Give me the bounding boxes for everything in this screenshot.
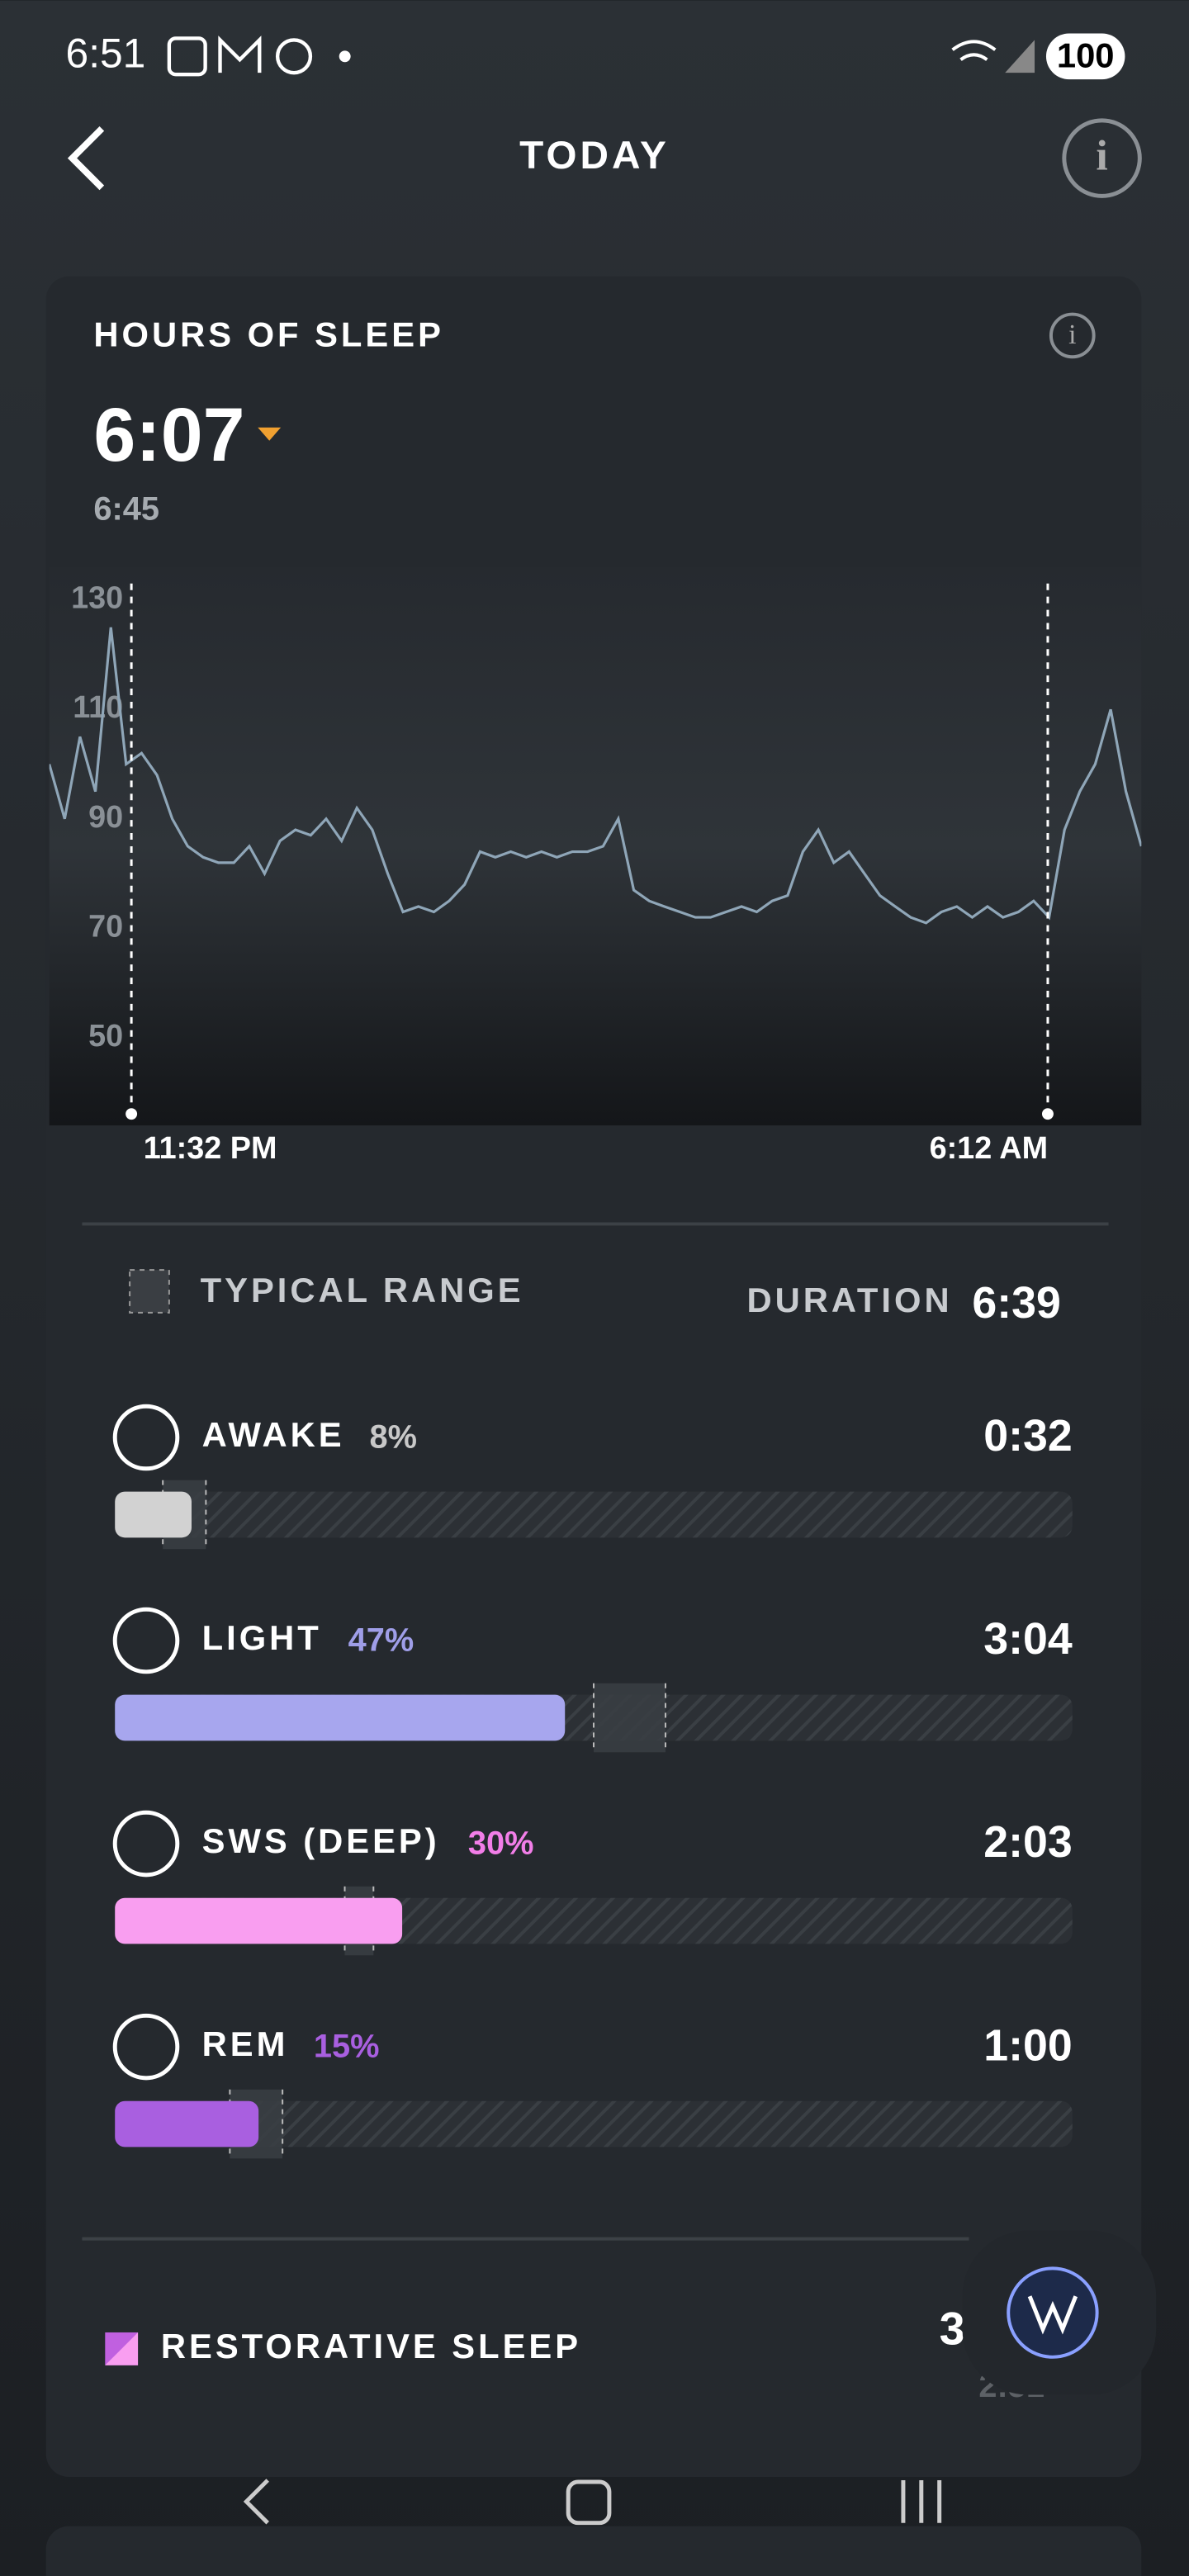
svg-text:i: i	[1068, 320, 1076, 350]
start-time: 11:32 PM	[144, 1131, 277, 1166]
wifi-icon	[951, 40, 997, 61]
stage-toggle[interactable]	[112, 1404, 180, 1471]
y-tick-label: 130	[71, 581, 123, 616]
stage-percent: 30%	[468, 1825, 534, 1862]
chart: 130 110 90 70 50	[49, 581, 1142, 1054]
stage-track	[115, 1491, 1073, 1538]
end-time: 6:12 AM	[930, 1131, 1048, 1166]
status-icons	[167, 36, 313, 77]
info-button[interactable]: i	[1062, 118, 1142, 198]
typical-hours: 6:45	[93, 491, 159, 528]
status-time: 6:51	[66, 30, 146, 76]
sleep-start-dot	[126, 1108, 138, 1120]
stages: AWAKE 8% 0:32 LIGHT 47% 3:04 SWS (DEEP) 30% 2:03…	[112, 1404, 1073, 2159]
stage-percent: 47%	[348, 1622, 414, 1659]
y-tick-label: 50	[88, 1019, 123, 1054]
nav-recents[interactable]	[901, 2479, 942, 2523]
stage-bar	[115, 1897, 403, 1944]
duration-value: 6:39	[972, 1278, 1060, 1328]
duration-label: DURATION	[747, 1281, 953, 1319]
sleep-end-dot	[1041, 1108, 1054, 1120]
stage-duration: 1:00	[983, 2020, 1072, 2070]
stage-toggle[interactable]	[112, 1607, 180, 1674]
stage-percent: 15%	[314, 2029, 380, 2065]
stage-bar	[115, 2100, 259, 2147]
stage-duration: 0:32	[983, 1411, 1072, 1461]
stage-track	[115, 2100, 1073, 2147]
battery-level: 100	[1057, 36, 1115, 74]
stage-bar	[115, 1491, 192, 1538]
battery	[1045, 33, 1125, 80]
back-button[interactable]	[67, 125, 105, 191]
notification-dot	[339, 50, 351, 63]
y-tick-label: 90	[88, 800, 123, 835]
stage-name: SWS (DEEP)	[202, 1821, 440, 1860]
stage-bar	[115, 1694, 566, 1741]
page-title: TODAY	[519, 134, 670, 178]
stage-duration: 3:04	[983, 1614, 1073, 1664]
svg-text:i: i	[1096, 132, 1107, 179]
trend-arrow	[258, 427, 282, 441]
nav-back[interactable]	[243, 2479, 269, 2525]
assistant-button[interactable]	[1007, 2266, 1099, 2359]
stage-percent: 8%	[370, 1418, 417, 1455]
stage-name: REM	[202, 2024, 289, 2063]
card-title: HOURS OF SLEEP	[93, 315, 444, 353]
heart-rate-line	[49, 627, 1142, 925]
y-tick-label: 70	[88, 909, 123, 944]
restorative-label: RESTORATIVE SLEEP	[161, 2327, 581, 2365]
y-tick-label: 110	[73, 690, 123, 725]
nav-home[interactable]	[566, 2479, 612, 2526]
stage-duration: 2:03	[983, 1817, 1072, 1867]
next-card	[45, 2526, 1142, 2576]
typical-range-icon	[129, 1269, 170, 1314]
stage-name: AWAKE	[202, 1415, 345, 1454]
chart-area	[49, 566, 1142, 1126]
card-info-button[interactable]: i	[1049, 312, 1096, 359]
typical-range-label: TYPICAL RANGE	[201, 1271, 524, 1309]
typical-range-box	[594, 1683, 666, 1753]
stage-toggle[interactable]	[112, 2013, 180, 2081]
hours-value: 6:07	[93, 393, 244, 477]
stage-name: LIGHT	[202, 1618, 322, 1657]
stage-toggle[interactable]	[112, 1810, 180, 1878]
